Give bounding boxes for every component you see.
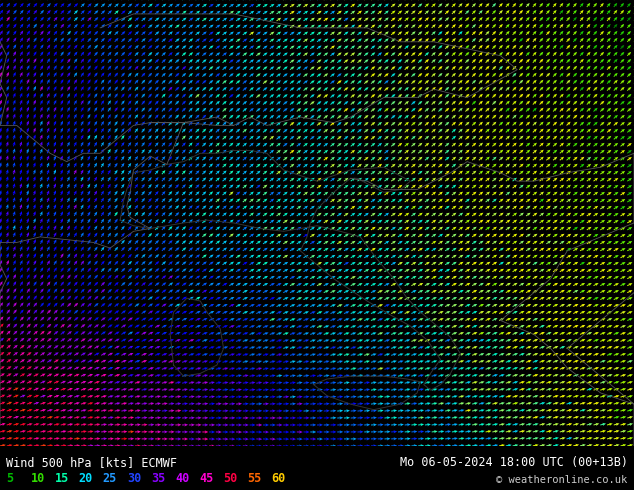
Text: 40: 40: [175, 472, 189, 485]
Text: Mo 06-05-2024 18:00 UTC (00+13B): Mo 06-05-2024 18:00 UTC (00+13B): [399, 456, 628, 468]
Text: © weatheronline.co.uk: © weatheronline.co.uk: [496, 475, 628, 485]
Text: 25: 25: [103, 472, 117, 485]
Text: Wind 500 hPa [kts] ECMWF: Wind 500 hPa [kts] ECMWF: [6, 456, 178, 468]
Text: 30: 30: [127, 472, 141, 485]
Text: 55: 55: [247, 472, 261, 485]
Text: 45: 45: [199, 472, 213, 485]
Text: 60: 60: [271, 472, 285, 485]
Text: 15: 15: [55, 472, 68, 485]
Text: 50: 50: [223, 472, 237, 485]
Text: 20: 20: [79, 472, 93, 485]
Text: 35: 35: [151, 472, 165, 485]
Text: 5: 5: [6, 472, 13, 485]
Text: 10: 10: [30, 472, 44, 485]
